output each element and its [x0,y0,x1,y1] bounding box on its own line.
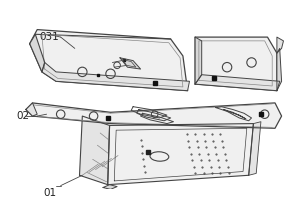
Polygon shape [195,75,280,91]
Polygon shape [277,37,284,53]
Polygon shape [42,62,190,91]
Polygon shape [26,103,282,128]
Polygon shape [80,116,110,185]
Polygon shape [30,34,45,72]
Polygon shape [26,103,37,116]
Text: 01: 01 [44,188,57,198]
Polygon shape [277,48,282,91]
Polygon shape [195,37,277,91]
Text: 031: 031 [39,32,59,42]
Polygon shape [120,58,141,69]
Polygon shape [30,30,188,91]
Polygon shape [108,124,253,185]
Polygon shape [249,122,261,175]
Text: 02: 02 [16,111,30,121]
Polygon shape [103,185,117,189]
Polygon shape [195,37,202,84]
